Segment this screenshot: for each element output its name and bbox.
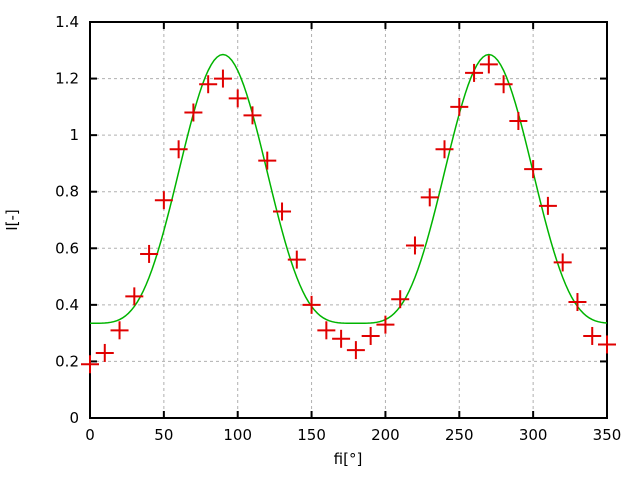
data-point-marker bbox=[154, 191, 173, 210]
data-point-marker bbox=[243, 106, 262, 125]
y-tick-label: 0.6 bbox=[55, 239, 79, 257]
data-point-marker bbox=[199, 75, 218, 94]
data-point-marker bbox=[110, 321, 129, 340]
x-tick-label: 200 bbox=[371, 426, 400, 444]
data-point-marker bbox=[450, 97, 469, 116]
x-tick-label: 50 bbox=[154, 426, 173, 444]
data-point-marker bbox=[140, 244, 159, 263]
x-tick-label: 250 bbox=[445, 426, 474, 444]
data-point-marker bbox=[184, 103, 203, 122]
fit-curve bbox=[90, 53, 608, 324]
data-point-marker bbox=[405, 236, 424, 255]
data-point-marker bbox=[509, 112, 528, 130]
data-point-marker bbox=[376, 315, 395, 334]
data-point-marker bbox=[287, 250, 306, 269]
chart-layers: 0 50 100 150 200 250 300 350 0 0.2 0.4 0.6 0.8 1 1.2 1.… bbox=[55, 13, 621, 444]
x-axis-title: fi[°] bbox=[334, 450, 363, 468]
data-point-marker bbox=[465, 63, 484, 82]
data-point-marker bbox=[213, 69, 232, 88]
data-point-marker bbox=[273, 202, 292, 221]
data-point-marker bbox=[553, 253, 572, 272]
data-point-marker bbox=[346, 341, 365, 360]
y-axis-title: I[-] bbox=[3, 209, 21, 231]
data-point-marker bbox=[479, 55, 498, 74]
data-point-marker bbox=[125, 287, 144, 306]
y-tick-label: 1 bbox=[69, 126, 79, 144]
data-point-marker bbox=[258, 151, 277, 170]
y-tick-label: 1.2 bbox=[55, 70, 79, 88]
data-point-marker bbox=[391, 290, 410, 309]
data-point-marker bbox=[568, 293, 587, 312]
data-point-marker bbox=[317, 321, 336, 340]
data-point-marker bbox=[598, 335, 616, 354]
y-tick-label: 0.8 bbox=[55, 183, 79, 201]
data-point-marker bbox=[361, 326, 380, 345]
data-point-marker bbox=[228, 89, 247, 108]
data-point-marker bbox=[169, 140, 188, 159]
data-point-marker bbox=[95, 343, 114, 362]
data-point-marker bbox=[81, 355, 99, 374]
data-point-marker bbox=[420, 188, 439, 207]
data-point-marker bbox=[302, 295, 321, 314]
data-point-marker bbox=[332, 329, 351, 348]
data-point-marker bbox=[583, 326, 602, 345]
y-tick-label: 0.2 bbox=[55, 352, 79, 370]
y-tick-label: 0.4 bbox=[55, 296, 79, 314]
x-tick-label: 0 bbox=[85, 426, 95, 444]
x-tick-label: 100 bbox=[223, 426, 252, 444]
x-tick-label: 350 bbox=[593, 426, 622, 444]
data-point-marker bbox=[435, 140, 454, 159]
x-tick-label: 150 bbox=[297, 426, 326, 444]
y-tick-label: 1.4 bbox=[55, 13, 79, 31]
data-point-marker bbox=[494, 75, 513, 94]
y-tick-label: 0 bbox=[69, 409, 79, 427]
data-point-marker bbox=[538, 196, 557, 215]
plot-border bbox=[89, 21, 608, 419]
data-point-marker bbox=[524, 160, 543, 179]
x-tick-label: 300 bbox=[519, 426, 548, 444]
